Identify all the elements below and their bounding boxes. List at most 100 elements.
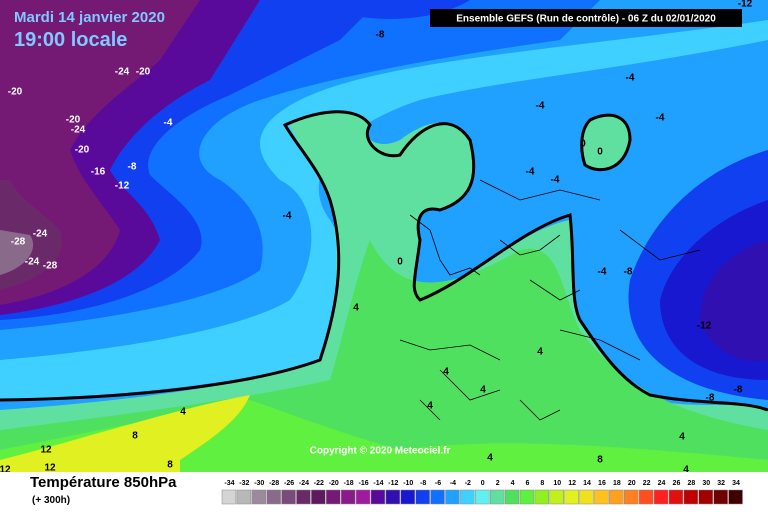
scale-swatch — [638, 489, 654, 505]
contour-label: 4 — [180, 407, 186, 418]
contour-label: -12 — [697, 321, 712, 332]
contour-label: -8 — [128, 162, 137, 173]
scale-swatch — [549, 489, 564, 505]
scale-label: -12 — [388, 480, 398, 487]
scale-label: -6 — [435, 480, 441, 487]
scale-label: -28 — [269, 480, 279, 487]
scale-swatch — [281, 489, 296, 505]
contour-label: 4 — [353, 303, 359, 314]
band-minus28 — [0, 230, 34, 275]
scale-swatch — [519, 489, 535, 505]
scale-swatch — [311, 489, 326, 505]
contour-label: 4 — [427, 401, 433, 412]
scale-label: 14 — [583, 480, 591, 487]
contour-label: -24 — [25, 257, 40, 268]
scale-label: 12 — [568, 480, 576, 487]
contour-label: -20 — [136, 67, 151, 78]
scale-swatch — [713, 489, 728, 505]
scale-swatch — [489, 489, 505, 505]
scale-label: 6 — [525, 480, 529, 487]
contour-label: -24 — [71, 125, 86, 136]
scale-label: -4 — [450, 480, 456, 487]
scale-label: 30 — [702, 480, 710, 487]
contour-label: -4 — [551, 175, 560, 186]
scale-label: 0 — [481, 480, 485, 487]
scale-label: 34 — [732, 480, 740, 487]
scale-label: -26 — [284, 480, 294, 487]
scale-swatch — [579, 489, 594, 505]
scale-swatch — [534, 489, 550, 505]
contour-label: -24 — [33, 229, 48, 240]
color-scale: -34 -32 -30 -28 -26 -24 -22 -20 -18 -16 -14 -12 -10-… — [221, 480, 743, 505]
scale-swatch — [236, 489, 252, 505]
contour-label: -8 — [734, 385, 743, 396]
contour-label: -28 — [11, 237, 26, 248]
scale-label: 26 — [673, 480, 681, 487]
scale-label: -24 — [299, 480, 309, 487]
scandinavia-warm-pocket — [580, 113, 632, 172]
scale-label: 10 — [553, 480, 561, 487]
scale-label: -16 — [358, 480, 368, 487]
scale-swatch — [460, 489, 475, 505]
scale-swatch — [400, 489, 415, 505]
contour-label: -16 — [91, 167, 106, 178]
contour-label: 4 — [537, 347, 543, 358]
contour-label: 8 — [167, 460, 173, 471]
scale-swatch — [698, 489, 713, 505]
contour-label: -4 — [598, 267, 607, 278]
scale-swatch — [609, 489, 624, 505]
scale-label: -34 — [224, 480, 234, 487]
scale-swatch — [430, 489, 445, 505]
contour-label: -4 — [536, 101, 545, 112]
contour-label: -24 — [115, 67, 130, 78]
scale-label: 16 — [598, 480, 606, 487]
scale-label: -18 — [344, 480, 354, 487]
scale-label: -22 — [314, 480, 324, 487]
scale-swatch — [668, 489, 684, 505]
contour-label: 0 — [597, 147, 603, 158]
scale-label: 22 — [643, 480, 651, 487]
contour-label: 0 — [580, 139, 586, 150]
contour-label: 4 — [683, 465, 689, 476]
contour-label: -8 — [706, 393, 715, 404]
scale-swatch — [296, 489, 311, 505]
contour-label: -20 — [8, 87, 23, 98]
scale-label: -32 — [239, 480, 249, 487]
field-label: Température 850hPa — [30, 474, 177, 491]
scale-label: -20 — [329, 480, 339, 487]
date-label: Mardi 14 janvier 2020 — [14, 9, 165, 26]
contour-label: -4 — [526, 167, 535, 178]
scale-swatch — [624, 489, 639, 505]
contour-label: -8 — [624, 267, 633, 278]
contour-label: -28 — [43, 261, 58, 272]
contour-label: -4 — [626, 73, 635, 84]
contour-label: -4 — [283, 211, 292, 222]
scale-swatch — [370, 489, 386, 505]
scale-label: -8 — [420, 480, 426, 487]
band-plus12 — [0, 395, 250, 472]
contour-label: -12 — [115, 181, 130, 192]
scale-label: -2 — [465, 480, 471, 487]
scale-swatch — [594, 489, 609, 505]
scale-swatch — [385, 489, 401, 505]
contour-label: 12 — [0, 465, 11, 476]
scale-swatch — [653, 489, 669, 505]
copyright: Copyright © 2020 Meteociel.fr — [310, 446, 451, 457]
scale-swatch — [221, 489, 237, 505]
lead-label: (+ 300h) — [32, 495, 70, 506]
contour-label: 4 — [480, 385, 486, 396]
scale-label: 24 — [658, 480, 666, 487]
scale-swatch — [266, 489, 281, 505]
scale-label: 18 — [613, 480, 621, 487]
scale-label: 2 — [496, 480, 500, 487]
contour-label: 8 — [597, 455, 603, 466]
contour-label: 8 — [132, 431, 138, 442]
east-coldest — [700, 240, 768, 361]
scale-label: -14 — [373, 480, 383, 487]
contour-label: -4 — [656, 113, 665, 124]
scale-swatch — [326, 489, 341, 505]
borders — [399, 179, 701, 421]
scale-swatch — [251, 489, 266, 505]
scale-label: -30 — [254, 480, 264, 487]
